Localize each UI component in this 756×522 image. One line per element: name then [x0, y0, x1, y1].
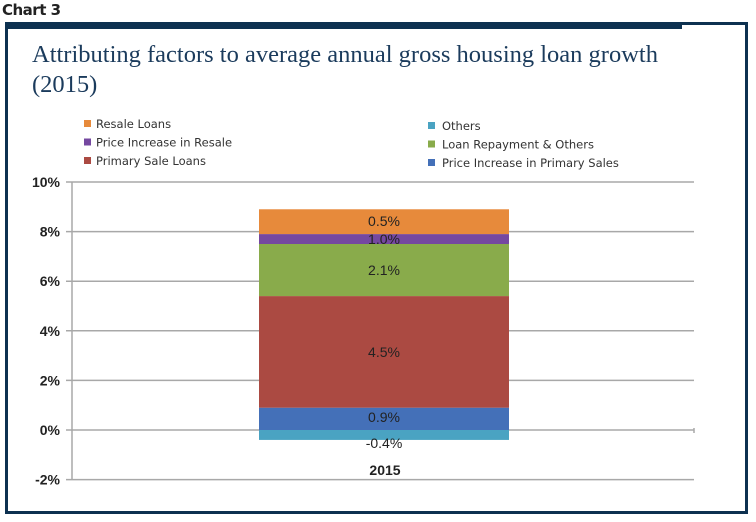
- data-label: 0.9%: [368, 409, 400, 425]
- y-tick-label: 4%: [40, 323, 61, 339]
- legend-label: Price Increase in Primary Sales: [442, 156, 619, 170]
- legend-swatch: [428, 140, 435, 148]
- legend-swatch: [84, 157, 91, 164]
- data-label: -0.4%: [366, 435, 403, 451]
- y-tick-label: 0%: [40, 422, 61, 438]
- legend-label: Others: [442, 119, 481, 133]
- data-label: 4.5%: [368, 344, 400, 360]
- legend-label: Price Increase in Resale: [96, 136, 232, 150]
- bar-segment-others: [259, 430, 509, 440]
- legend-label: Loan Repayment & Others: [442, 138, 594, 152]
- x-tick-label: 2015: [369, 462, 400, 478]
- y-tick-label: 2%: [40, 372, 61, 388]
- data-label: 1.0%: [368, 231, 400, 247]
- y-tick-label: 10%: [32, 174, 61, 190]
- legend-label: Resale Loans: [96, 117, 171, 131]
- data-label: 2.1%: [368, 262, 400, 278]
- chart-top-bar: [5, 22, 682, 29]
- y-tick-label: 8%: [40, 224, 61, 240]
- legend-swatch: [428, 159, 435, 166]
- bar-segment-loan-repayment-others: [259, 244, 509, 297]
- y-tick-label: -2%: [35, 472, 60, 488]
- legend-swatch: [428, 122, 435, 129]
- legend-swatch: [84, 138, 91, 146]
- chart-number: Chart 3: [2, 1, 61, 19]
- legend-label: Primary Sale Loans: [96, 154, 206, 168]
- bar-segment-resale-loans: [259, 209, 509, 235]
- y-tick-label: 6%: [40, 273, 61, 289]
- data-label: 0.5%: [368, 213, 400, 229]
- chart-title: Attributing factors to average annual gr…: [32, 41, 658, 98]
- bar-segment-primary-sale-loans: [259, 296, 509, 408]
- bar-segment-price-increase-in-resale: [259, 234, 509, 244]
- bar-segment-price-increase-in-primary-sales: [259, 407, 509, 430]
- legend-swatch: [84, 120, 91, 127]
